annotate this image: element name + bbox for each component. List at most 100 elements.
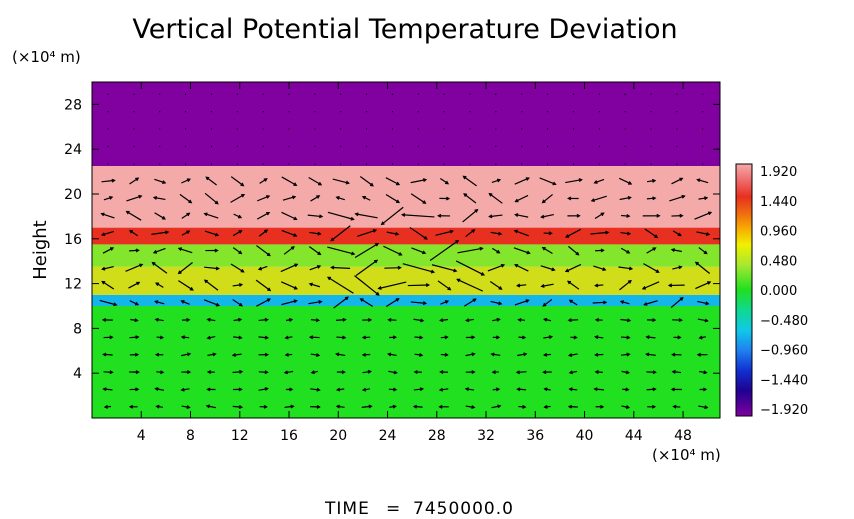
plot-area bbox=[92, 82, 720, 418]
wind-vector-head bbox=[705, 301, 710, 306]
wind-vector bbox=[310, 319, 319, 321]
wind-vector-head bbox=[214, 248, 219, 253]
wind-vector bbox=[101, 281, 115, 290]
wind-vector-head bbox=[238, 230, 243, 234]
wind-vector-head bbox=[449, 229, 454, 234]
wind-vector bbox=[413, 388, 423, 391]
wind-vector bbox=[417, 162, 420, 165]
wind-vector bbox=[624, 162, 626, 165]
wind-vector bbox=[676, 145, 678, 148]
wind-vector-head bbox=[707, 281, 712, 285]
wind-vector-head bbox=[393, 387, 398, 392]
wind-vector bbox=[204, 192, 219, 205]
wind-vector-head bbox=[401, 212, 406, 217]
wind-vector-head bbox=[496, 317, 501, 322]
wind-vector-head bbox=[543, 387, 548, 392]
wind-vector-head bbox=[627, 195, 632, 200]
wind-vector-head bbox=[514, 213, 519, 217]
wind-vector-head bbox=[568, 387, 573, 392]
wind-vector bbox=[491, 353, 501, 356]
wind-vector bbox=[129, 177, 139, 185]
wind-vector bbox=[256, 298, 271, 307]
wind-vector bbox=[230, 194, 245, 203]
wind-vector bbox=[129, 300, 139, 306]
wind-vector bbox=[514, 299, 529, 306]
wind-vector bbox=[256, 212, 270, 220]
wind-vector-head bbox=[488, 192, 493, 197]
wind-vector bbox=[258, 229, 268, 237]
y-tick-label: 20 bbox=[64, 187, 82, 203]
wind-vector-head bbox=[160, 370, 165, 375]
wind-vector-head bbox=[205, 404, 210, 409]
wind-vector bbox=[256, 245, 271, 257]
wind-vector-head bbox=[656, 213, 661, 218]
wind-vector-head bbox=[652, 247, 657, 251]
wind-vector-head bbox=[625, 405, 631, 410]
wind-vector-head bbox=[705, 232, 711, 236]
wind-vector bbox=[365, 145, 368, 148]
wind-vector-head bbox=[203, 279, 208, 284]
wind-vector bbox=[391, 145, 394, 148]
wind-vector-head bbox=[342, 317, 347, 322]
wind-vector-head bbox=[419, 335, 424, 340]
x-tick-label: 24 bbox=[379, 428, 397, 444]
wind-vector-head bbox=[326, 276, 332, 281]
wind-vector-head bbox=[100, 212, 105, 217]
wind-vector-head bbox=[263, 404, 268, 409]
wind-vector bbox=[205, 176, 217, 186]
wind-vector bbox=[184, 93, 187, 96]
wind-vector-head bbox=[266, 211, 271, 216]
wind-vector bbox=[411, 247, 426, 254]
wind-vector-head bbox=[135, 387, 140, 392]
wind-vector bbox=[410, 301, 426, 304]
wind-vector-head bbox=[139, 263, 144, 268]
wind-vector bbox=[282, 196, 296, 201]
wind-vector-head bbox=[154, 317, 159, 322]
wind-vector bbox=[152, 262, 168, 274]
wind-vector bbox=[204, 266, 219, 270]
wind-vector-head bbox=[101, 266, 106, 271]
wind-vector-head bbox=[603, 300, 608, 305]
wind-vector bbox=[230, 263, 244, 273]
wind-vector-head bbox=[479, 246, 484, 251]
wind-vector-head bbox=[645, 352, 650, 357]
wind-vector-head bbox=[238, 302, 243, 307]
chart-title: Vertical Potential Temperature Deviation bbox=[132, 14, 677, 45]
wind-vector-head bbox=[517, 317, 522, 322]
wind-vector-head bbox=[541, 199, 546, 204]
wind-vector-head bbox=[188, 199, 193, 204]
wind-vector-head bbox=[111, 178, 116, 183]
wind-vector bbox=[178, 262, 193, 274]
wind-vector-head bbox=[471, 370, 476, 374]
wind-vector-head bbox=[161, 216, 166, 220]
wind-vector-head bbox=[670, 248, 675, 252]
wind-vector-head bbox=[152, 250, 158, 254]
wind-vector-head bbox=[375, 291, 380, 296]
wind-vector bbox=[336, 353, 346, 357]
wind-vector bbox=[698, 405, 708, 409]
wind-vector bbox=[410, 193, 426, 204]
colorbar-label: −1.440 bbox=[760, 373, 808, 388]
wind-vector bbox=[129, 336, 139, 339]
wind-vector bbox=[569, 388, 578, 391]
wind-vector-head bbox=[602, 267, 607, 271]
y-tick-label: 28 bbox=[64, 97, 82, 113]
wind-vector bbox=[469, 145, 471, 148]
wind-vector bbox=[624, 93, 626, 96]
wind-vector-head bbox=[625, 387, 630, 392]
wind-vector-head bbox=[134, 318, 139, 323]
wind-vector bbox=[179, 193, 192, 204]
wind-vector bbox=[621, 405, 629, 409]
wind-vector-head bbox=[594, 335, 599, 340]
wind-vector-head bbox=[215, 302, 220, 307]
wind-vector-head bbox=[594, 317, 600, 322]
wind-vector-head bbox=[567, 318, 572, 323]
wind-vector-head bbox=[135, 370, 140, 375]
wind-vector bbox=[540, 265, 555, 271]
wind-vector bbox=[354, 275, 380, 296]
wind-vector-head bbox=[109, 335, 114, 340]
wind-vector bbox=[620, 336, 630, 339]
wind-vector-head bbox=[678, 265, 683, 270]
wind-vector bbox=[327, 246, 355, 255]
wind-vector-head bbox=[526, 250, 531, 255]
